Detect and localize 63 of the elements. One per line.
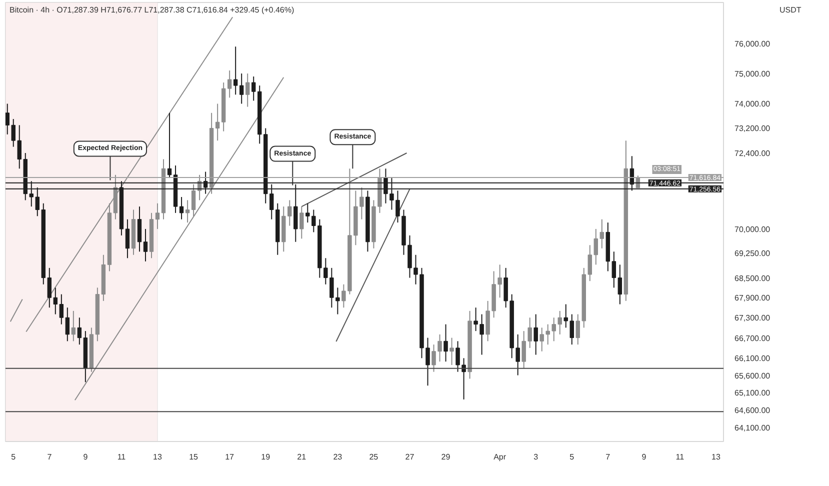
candlestick	[137, 206, 142, 252]
candlestick	[300, 206, 304, 240]
x-tick-label: Apr	[494, 452, 506, 462]
y-tick-label: 75,000.00	[734, 69, 771, 78]
y-tick-label: 69,250.00	[734, 249, 771, 258]
x-tick-label: 13	[712, 452, 721, 462]
y-tick-label: 67,300.00	[734, 314, 771, 323]
candlestick	[167, 112, 172, 179]
y-tick-label: 73,200.00	[734, 124, 771, 134]
candlestick	[77, 317, 82, 346]
candlestick	[215, 103, 220, 142]
candlestick	[71, 310, 76, 342]
x-tick-label: 17	[225, 452, 235, 462]
candlestick	[179, 196, 184, 220]
y-axis-title: USDT	[780, 6, 802, 14]
y-tick-label: 74,000.00	[734, 100, 771, 109]
x-tick-label: 21	[297, 452, 307, 462]
candlestick	[450, 337, 454, 366]
candlestick	[191, 184, 196, 217]
y-tick-label: 67,900.00	[734, 294, 771, 303]
x-tick-label: 3	[534, 452, 539, 462]
candlestick	[155, 202, 160, 230]
y-tick-label: 65,600.00	[734, 371, 771, 380]
candlestick	[534, 314, 538, 356]
x-tick-label: 9	[83, 452, 88, 462]
candlestick	[245, 72, 250, 108]
y-tick-label: 68,500.00	[734, 274, 771, 283]
x-tick-label: 5	[11, 452, 16, 462]
candlestick	[444, 324, 448, 362]
x-tick-label: 7	[47, 452, 52, 462]
candlestick	[251, 76, 256, 102]
y-tick-label: 64,100.00	[734, 423, 771, 432]
candlestick	[143, 228, 148, 262]
candlestick	[306, 202, 310, 224]
x-tick-label: 11	[676, 452, 685, 462]
x-tick-label: 7	[606, 452, 611, 462]
x-tick-label: 13	[153, 452, 163, 462]
y-tick-label: 65,100.00	[734, 388, 771, 398]
chart-title: Bitcoin · 4h · O71,287.39 H71,676.77 L71,287.38 C71,616.84 +329.45 (+0.46%)	[10, 6, 294, 14]
x-tick-label: 29	[441, 452, 451, 462]
candlestick	[504, 267, 508, 308]
x-tick-label: 25	[369, 452, 379, 462]
y-tick-label: 66,100.00	[734, 354, 771, 364]
candlestick	[456, 340, 460, 372]
y-tick-label: 76,000.00	[734, 40, 771, 49]
y-tick-label: 64,600.00	[734, 406, 771, 415]
x-tick-label: 9	[642, 452, 647, 462]
y-tick-label: 66,700.00	[734, 334, 771, 343]
candlestick	[336, 287, 340, 315]
y-tick-label: 72,400.00	[734, 148, 771, 158]
x-tick-label: 27	[405, 452, 415, 462]
candlestick	[462, 358, 466, 400]
x-tick-label: 15	[189, 452, 199, 462]
candlestick	[342, 284, 346, 308]
candlestick	[600, 218, 604, 249]
x-tick-label: 5	[570, 452, 575, 462]
candlestick	[185, 200, 190, 224]
x-tick-label: 19	[261, 452, 271, 462]
candlestick	[516, 334, 520, 376]
candlestick	[125, 218, 130, 259]
x-tick-label: 11	[117, 452, 126, 462]
y-tick-label: 70,000.00	[734, 224, 771, 234]
x-tick-label: 23	[333, 452, 343, 462]
